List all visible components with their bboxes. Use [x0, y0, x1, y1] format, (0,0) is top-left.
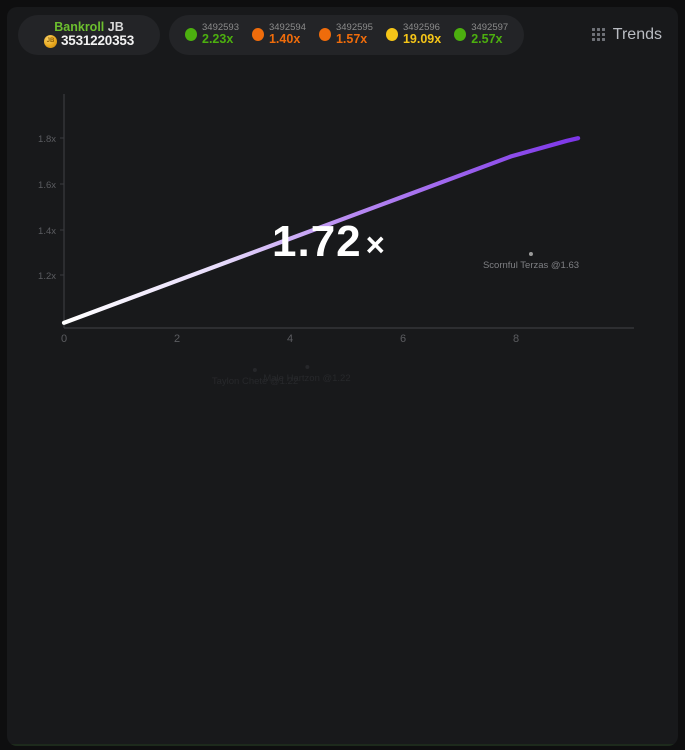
trend-item[interactable]: 3492593 2.23x [179, 21, 245, 47]
trend-multiplier: 1.57x [335, 31, 368, 46]
current-multiplier: 1.72 × [272, 217, 386, 267]
current-multiplier-value: 1.72 [272, 217, 362, 266]
player-marker-dot [528, 252, 533, 256]
trend-text: 3492596 19.09x [402, 21, 442, 47]
y-axis-ticks: 1.2x 1.4x 1.6x 1.8x [38, 134, 64, 282]
trend-item[interactable]: 3492596 19.09x [380, 21, 447, 47]
trend-round-id: 3492593 [202, 21, 239, 33]
trend-round-id: 3492597 [471, 21, 509, 33]
trend-multiplier: 2.57x [471, 31, 503, 46]
trend-text: 3492595 1.57x [335, 21, 373, 47]
trend-history-strip: 3492593 2.23x 3492594 1.40x 3492595 [169, 14, 525, 55]
x-tick-label: 2 [174, 333, 180, 345]
bankroll-title: Bankroll JB [54, 20, 123, 34]
bankroll-amount-row: JB 3531220353 [43, 33, 135, 49]
y-tick-label: 1.8x [38, 134, 56, 145]
multiplier-suffix: × [365, 226, 386, 263]
bankroll-panel[interactable]: Bankroll JB JB 3531220353 [18, 14, 160, 55]
trend-text: 3492597 2.57x [471, 21, 509, 47]
player-cashout-label: Taylon Chete @1.22 [211, 376, 299, 387]
bottom-divider [7, 744, 678, 746]
top-bar: Bankroll JB JB 3531220353 3492593 2.23x [7, 7, 678, 62]
y-tick-label: 1.6x [38, 180, 56, 191]
bankroll-currency-label: JB [107, 19, 124, 34]
player-cashout-label: Male Hartzon @1.22 [263, 373, 351, 384]
player-cashout-label: Scornful Terzas @1.63 [482, 260, 580, 271]
trend-status-dot [385, 28, 398, 41]
trend-text: 3492593 2.23x [202, 21, 239, 47]
player-marker-dot [305, 365, 309, 369]
trend-multiplier: 19.09x [402, 31, 442, 46]
game-screen: Bankroll JB JB 3531220353 3492593 2.23x [7, 7, 678, 746]
player-marker-dot [252, 368, 257, 372]
player-cashout-tag: Scornful Terzas @1.63 [483, 252, 579, 271]
y-tick-label: 1.2x [38, 271, 56, 282]
y-tick-label: 1.4x [38, 226, 56, 237]
player-cashout-tag: Taylon Chete @1.22 [212, 368, 298, 387]
trend-item[interactable]: 3492595 1.57x [313, 21, 379, 47]
trend-status-dot [454, 28, 467, 41]
crash-chart: 1.2x 1.4x 1.6x 1.8x 0 2 4 6 8 [7, 62, 678, 387]
multiplier-curve [61, 136, 581, 325]
x-axis-ticks: 0 2 4 6 8 [61, 333, 519, 345]
x-tick-label: 8 [513, 333, 519, 345]
trend-round-id: 3492596 [402, 21, 440, 33]
trend-item[interactable]: 3492597 2.57x [448, 21, 514, 47]
grid-dots-icon [591, 28, 605, 41]
trend-status-dot [318, 28, 331, 41]
chart-svg: 1.2x 1.4x 1.6x 1.8x 0 2 4 6 8 [38, 94, 634, 345]
trend-text: 3492594 1.40x [268, 21, 306, 47]
trend-status-dot [251, 28, 264, 41]
trends-button-label: Trends [612, 25, 662, 43]
bankroll-amount: 3531220353 [60, 33, 135, 49]
trend-item[interactable]: 3492594 1.40x [246, 21, 312, 47]
trends-button[interactable]: Trends [588, 15, 670, 55]
player-cashout-tag: Male Hartzon @1.22 [263, 365, 351, 384]
trend-round-id: 3492595 [335, 21, 373, 33]
x-tick-label: 6 [400, 333, 406, 345]
bankroll-label: Bankroll [54, 19, 105, 34]
trend-multiplier: 2.23x [202, 31, 234, 46]
trend-multiplier: 1.40x [268, 31, 301, 46]
x-tick-label: 4 [287, 333, 293, 345]
trend-status-dot [185, 28, 197, 41]
coin-icon: JB [43, 35, 57, 49]
x-tick-label: 0 [61, 333, 67, 345]
trend-round-id: 3492594 [268, 21, 306, 33]
